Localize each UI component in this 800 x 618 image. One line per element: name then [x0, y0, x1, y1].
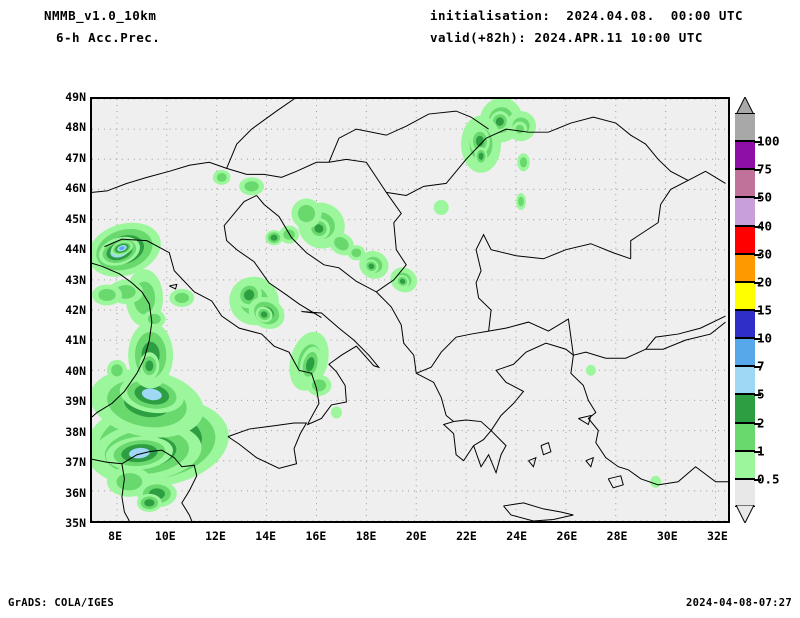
colorbar-label: 20 [757, 274, 773, 290]
lat-tick-label: 38N [65, 424, 86, 439]
colorbar-segment [735, 113, 755, 142]
lon-tick-label: 26E [556, 529, 578, 543]
colorbar-segment [735, 394, 755, 423]
colorbar-label: 50 [757, 189, 773, 205]
colorbar-segment [735, 281, 755, 310]
lat-tick-label: 35N [65, 516, 86, 530]
initialisation-time: initialisation: 2024.04.08. 00:00 UTC [430, 8, 743, 23]
colorbar-tick [754, 338, 761, 341]
lon-tick-label: 28E [606, 529, 628, 543]
longitude-axis: 8E 10E 12E 14E 16E 18E 20E 22E 24E 26E 28E 30E 32E [90, 527, 730, 547]
colorbar-label: 15 [757, 302, 773, 318]
lat-tick-label: 41N [65, 333, 86, 348]
lat-tick-label: 45N [65, 211, 86, 226]
lon-tick-label: 10E [154, 529, 176, 543]
lon-tick-label: 14E [255, 529, 277, 543]
colorbar-label: 100 [757, 133, 780, 149]
model-title: NMMB_v1.0_10km [44, 8, 157, 23]
lat-tick-label: 39N [65, 394, 86, 409]
colorbar-tick [754, 478, 761, 481]
lon-tick-label: 12E [205, 529, 226, 543]
colorbar-segment [735, 366, 755, 395]
colorbar-label: 7 [757, 358, 765, 374]
colorbar-segment [735, 169, 755, 198]
colorbar-segment [735, 478, 755, 507]
coastlines [92, 99, 728, 521]
colorbar-tick [754, 225, 761, 228]
lon-tick-label: 8E [108, 529, 123, 543]
colorbar-tick [754, 366, 761, 369]
lon-tick-label: 18E [355, 529, 377, 543]
map-plot-area[interactable] [90, 97, 730, 523]
lat-tick-label: 48N [65, 120, 86, 135]
colorbar-segment [735, 310, 755, 339]
colorbar-label: 10 [757, 330, 773, 346]
colorbar-label: 30 [757, 246, 773, 262]
footer-credit: GrADS: COLA/IGES [8, 597, 114, 609]
colorbar-label: 75 [757, 161, 773, 177]
lon-tick-label: 22E [456, 529, 477, 543]
colorbar-label: 5 [757, 386, 765, 402]
field-label: 6-h Acc.Prec. [56, 30, 161, 45]
precipitation-field [92, 99, 662, 512]
colorbar[interactable]: 0.5 1 2 5 7 10 15 20 30 40 50 75 100 [735, 113, 780, 507]
colorbar-segment [735, 422, 755, 451]
lat-tick-label: 47N [65, 150, 86, 165]
lon-tick-label: 32E [707, 529, 728, 543]
colorbar-top-arrow [735, 97, 755, 115]
colorbar-tick [754, 310, 761, 312]
colorbar-segment [735, 197, 755, 226]
colorbar-bottom-arrow [735, 505, 755, 523]
colorbar-label: 40 [757, 218, 773, 234]
colorbar-segment [735, 225, 755, 254]
lon-tick-label: 30E [656, 529, 678, 543]
colorbar-tick [754, 169, 761, 172]
lat-tick-label: 42N [65, 303, 86, 317]
colorbar-tick [754, 281, 761, 284]
lon-tick-label: 20E [405, 529, 427, 543]
colorbar-tick [754, 253, 761, 256]
lon-tick-label: 16E [305, 529, 327, 543]
lat-tick-label: 37N [65, 455, 86, 470]
colorbar-segment [735, 253, 755, 282]
colorbar-segment [735, 450, 755, 479]
colorbar-tick [754, 141, 761, 144]
lat-tick-label: 43N [65, 272, 86, 287]
valid-time: valid(+82h): 2024.APR.11 10:00 UTC [430, 30, 703, 45]
lat-tick-label: 46N [65, 181, 86, 196]
lon-tick-label: 24E [506, 529, 528, 543]
lat-tick-label: 49N [65, 90, 86, 104]
latitude-axis: 35N 36N 37N 38N 39N 40N 41N 42N 43N 44N 45N 46N 47N 4… [46, 90, 86, 530]
lat-tick-label: 36N [65, 485, 86, 500]
colorbar-segment [735, 141, 755, 170]
colorbar-segment [735, 338, 755, 367]
lat-tick-label: 44N [65, 242, 86, 257]
colorbar-tick [754, 422, 761, 425]
colorbar-label: 0.5 [757, 471, 780, 487]
colorbar-tick [754, 197, 761, 200]
lat-tick-label: 40N [65, 363, 86, 378]
colorbar-tick [754, 394, 761, 397]
footer-timestamp: 2024-04-08-07:27 [686, 597, 792, 609]
colorbar-tick [754, 450, 761, 453]
colorbar-label: 1 [757, 443, 765, 459]
colorbar-label: 2 [757, 415, 765, 431]
